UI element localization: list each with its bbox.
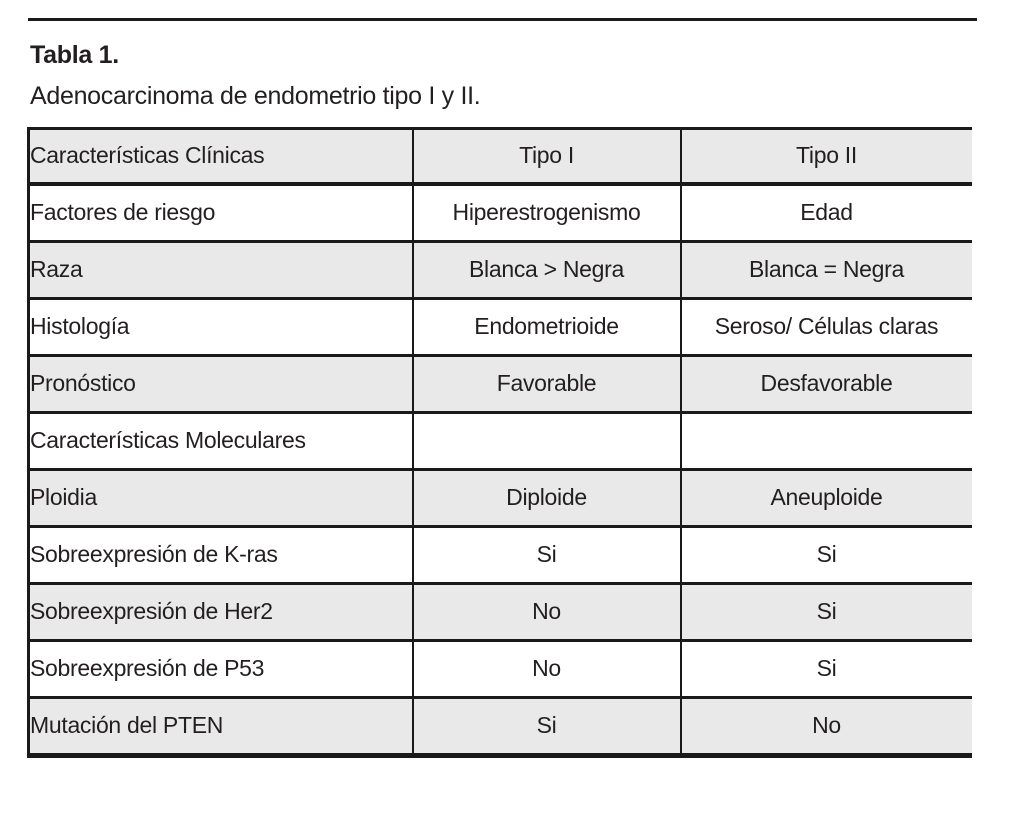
tipo2-cell: Blanca = Negra bbox=[679, 241, 972, 300]
tipo1-cell: Hiperestrogenismo bbox=[411, 183, 681, 243]
table-row: Sobreexpresión de K-ras Si Si bbox=[28, 526, 972, 585]
row-label-cell: Mutación del PTEN bbox=[28, 697, 413, 757]
table-row: Histología Endometrioide Seroso/ Células… bbox=[28, 298, 972, 357]
table-row: Mutación del PTEN Si No bbox=[28, 697, 972, 757]
row-label-cell: Ploidia bbox=[28, 469, 413, 528]
table-row: Sobreexpresión de Her2 No Si bbox=[28, 583, 972, 642]
header-row: Características Clínicas Tipo I Tipo II bbox=[28, 128, 972, 186]
header-tipo-2: Tipo II bbox=[679, 128, 972, 186]
table-subtitle: Adenocarcinoma de endometrio tipo I y II… bbox=[30, 81, 481, 110]
table-body: Factores de riesgo Hiperestrogenismo Eda… bbox=[28, 183, 972, 757]
row-label-cell: Sobreexpresión de K-ras bbox=[28, 526, 413, 585]
comparison-table: Características Clínicas Tipo I Tipo II … bbox=[27, 126, 972, 758]
tipo2-cell: Si bbox=[679, 640, 972, 699]
tipo1-cell: Blanca > Negra bbox=[411, 241, 681, 300]
top-horizontal-rule bbox=[28, 18, 977, 21]
row-label-cell: Histología bbox=[28, 298, 413, 357]
table-header: Características Clínicas Tipo I Tipo II bbox=[28, 128, 972, 186]
row-label-cell: Sobreexpresión de Her2 bbox=[28, 583, 413, 642]
tipo2-cell: Desfavorable bbox=[679, 355, 972, 414]
tipo2-cell: Aneuploide bbox=[679, 469, 972, 528]
tipo2-cell: Seroso/ Células claras bbox=[679, 298, 972, 357]
tipo1-cell bbox=[411, 412, 681, 471]
tipo1-cell: Si bbox=[411, 526, 681, 585]
table-row-section: Características Moleculares bbox=[28, 412, 972, 471]
tipo1-cell: Si bbox=[411, 697, 681, 757]
header-caracteristicas-clinicas: Características Clínicas bbox=[28, 128, 413, 186]
tipo2-cell: Edad bbox=[679, 183, 972, 243]
row-label-cell: Factores de riesgo bbox=[28, 183, 413, 243]
row-label-cell: Sobreexpresión de P53 bbox=[28, 640, 413, 699]
table-row: Raza Blanca > Negra Blanca = Negra bbox=[28, 241, 972, 300]
table-row: Ploidia Diploide Aneuploide bbox=[28, 469, 972, 528]
row-label-cell: Características Moleculares bbox=[28, 412, 413, 471]
table-row: Factores de riesgo Hiperestrogenismo Eda… bbox=[28, 183, 972, 243]
table-row: Pronóstico Favorable Desfavorable bbox=[28, 355, 972, 414]
row-label-cell: Raza bbox=[28, 241, 413, 300]
tipo1-cell: Favorable bbox=[411, 355, 681, 414]
tipo2-cell: No bbox=[679, 697, 972, 757]
tipo1-cell: Endometrioide bbox=[411, 298, 681, 357]
tipo2-cell: Si bbox=[679, 583, 972, 642]
row-label-cell: Pronóstico bbox=[28, 355, 413, 414]
header-tipo-1: Tipo I bbox=[411, 128, 681, 186]
tipo1-cell: Diploide bbox=[411, 469, 681, 528]
tipo1-cell: No bbox=[411, 640, 681, 699]
tipo2-cell: Si bbox=[679, 526, 972, 585]
table-row: Sobreexpresión de P53 No Si bbox=[28, 640, 972, 699]
table-title: Tabla 1. bbox=[30, 41, 119, 69]
tipo2-cell bbox=[679, 412, 972, 471]
tipo1-cell: No bbox=[411, 583, 681, 642]
